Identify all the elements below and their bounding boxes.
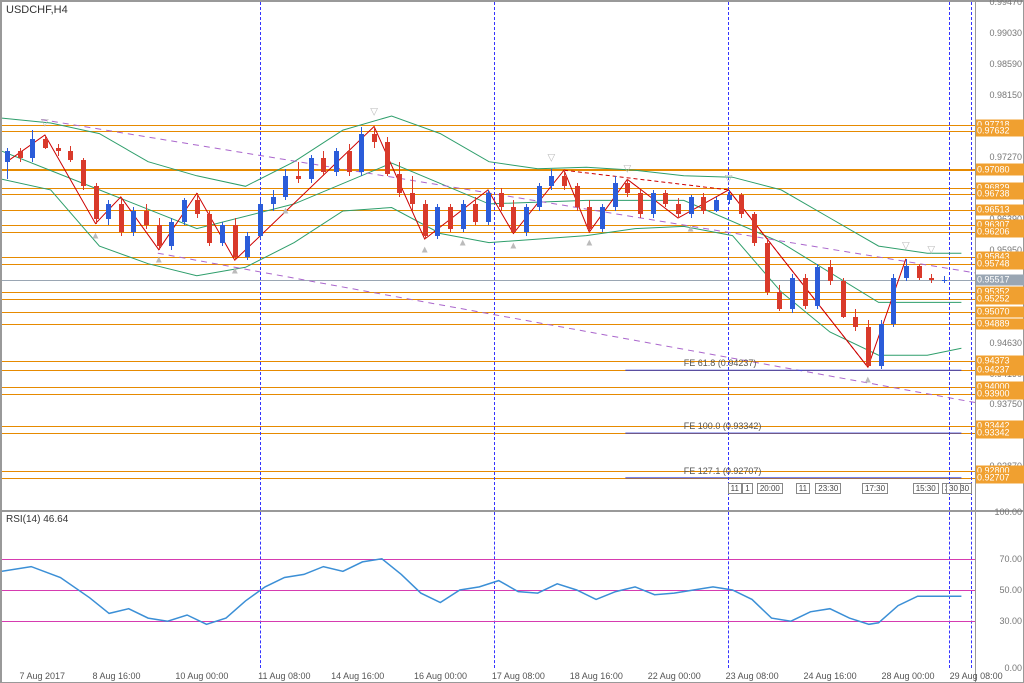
xtick: 10 Aug 00:00: [175, 671, 228, 681]
fractal-arrow: ▽: [927, 244, 935, 255]
price-ytick: 0.97270: [989, 152, 1022, 162]
hlevel-label: 0.95070: [976, 306, 1024, 317]
fe-label: FE 61.8 (0.94237): [684, 358, 757, 368]
fe-label: FE 100.0 (0.93342): [684, 421, 762, 431]
price-ytick: 0.98590: [989, 59, 1022, 69]
fractal-arrow: ▽: [41, 118, 49, 129]
fractal-arrow: ▽: [623, 163, 631, 174]
rsi-ytick: 50.00: [999, 585, 1022, 595]
fractal-arrow: ▲: [686, 223, 696, 234]
time-marker: 30: [946, 483, 961, 494]
hlevel-label: 0.96513: [976, 205, 1024, 216]
price-ytick: 0.99030: [989, 28, 1022, 38]
rsi-ytick: 100.00: [994, 507, 1022, 517]
price-plot-area[interactable]: FE 61.8 (0.94237) FE 100.0 (0.93342) FE 12…: [2, 2, 976, 510]
time-marker: 1: [742, 483, 752, 494]
hlevel-label: 0.96206: [976, 226, 1024, 237]
fe-label: FE 127.1 (0.92707): [684, 466, 762, 476]
price-ytick: 0.98150: [989, 90, 1022, 100]
fractal-arrow: ▽: [725, 174, 733, 185]
fractal-arrow: ▽: [370, 107, 378, 118]
rsi-plot-area[interactable]: [2, 512, 976, 682]
fractal-arrow: ▽: [902, 241, 910, 252]
price-yaxis: 0.994700.990300.985900.981500.977100.972…: [975, 2, 1024, 510]
fractal-arrow: ▲: [280, 205, 290, 216]
fractal-arrow: ▲: [154, 255, 164, 266]
rsi-line: [2, 512, 976, 668]
xtick: 17 Aug 08:00: [492, 671, 545, 681]
rsi-ytick: 70.00: [999, 554, 1022, 564]
price-ytick: 0.93750: [989, 399, 1022, 409]
hlevel-label: 0.93342: [976, 428, 1024, 439]
fractal-arrow: ▲: [91, 230, 101, 241]
xtick: 28 Aug 00:00: [881, 671, 934, 681]
rsi-yaxis: 100.0070.0050.0030.000.00: [975, 512, 1024, 682]
price-panel[interactable]: USDCHF,H4 FE 61.8 (0.94237)FE 100.0 (0.9…: [1, 1, 1024, 511]
fractal-arrow: ▲: [420, 244, 430, 255]
time-marker: 20:00: [757, 483, 783, 494]
hlevel-label: 0.97632: [976, 126, 1024, 137]
chart-window: USDCHF,H4 FE 61.8 (0.94237)FE 100.0 (0.9…: [0, 0, 1024, 683]
xtick: 11 Aug 08:00: [258, 671, 310, 681]
price-ytick: 0.99470: [989, 0, 1022, 7]
hlevel-label: 0.95252: [976, 293, 1024, 304]
xtick: 24 Aug 16:00: [804, 671, 857, 681]
time-marker: 17:30: [862, 483, 888, 494]
price-ytick: 0.94630: [989, 338, 1022, 348]
xtick: 8 Aug 16:00: [93, 671, 141, 681]
hlevel-label: 0.92707: [976, 472, 1024, 483]
time-marker: 11: [796, 483, 810, 494]
fractal-arrow: ▽: [547, 153, 555, 164]
xtick: 14 Aug 16:00: [331, 671, 384, 681]
time-marker: 15:30: [913, 483, 939, 494]
hlevel-label: 0.94889: [976, 319, 1024, 330]
hlevel-label: 0.93900: [976, 388, 1024, 399]
hlevel-label: 0.97080: [976, 165, 1024, 176]
fractal-arrow: ▲: [508, 241, 518, 252]
rsi-panel[interactable]: RSI(14) 46.64 100.0070.0050.0030.000.00 …: [1, 511, 1024, 683]
current-price-label: 0.95517: [976, 275, 1024, 286]
fractal-arrow: ▲: [230, 265, 240, 276]
xtick: 18 Aug 16:00: [570, 671, 623, 681]
time-xaxis: 7 Aug 2017 8 Aug 16:00 10 Aug 00:00 11 Aug …: [2, 668, 976, 682]
hlevel-label: 0.95748: [976, 258, 1024, 269]
xtick: 23 Aug 08:00: [726, 671, 779, 681]
xtick: 16 Aug 00:00: [414, 671, 467, 681]
xtick: 22 Aug 00:00: [648, 671, 701, 681]
fractal-arrow: ▲: [863, 374, 873, 385]
overlay-svg: [2, 2, 976, 510]
xtick: 29 Aug 08:00: [950, 671, 1003, 681]
fractal-arrow: ▲: [458, 237, 468, 248]
hlevel-label: 0.94237: [976, 365, 1024, 376]
hlevel-label: 0.96738: [976, 189, 1024, 200]
rsi-ytick: 30.00: [999, 616, 1022, 626]
time-marker: 23:30: [815, 483, 841, 494]
rsi-ytick: 0.00: [1004, 663, 1022, 673]
xtick: 7 Aug 2017: [19, 671, 65, 681]
time-marker: 11: [728, 483, 742, 494]
fractal-arrow: ▲: [584, 237, 594, 248]
